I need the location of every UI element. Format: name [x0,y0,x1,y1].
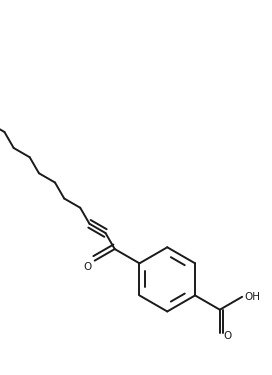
Text: OH: OH [244,292,260,302]
Text: O: O [84,262,92,273]
Text: O: O [223,331,231,341]
